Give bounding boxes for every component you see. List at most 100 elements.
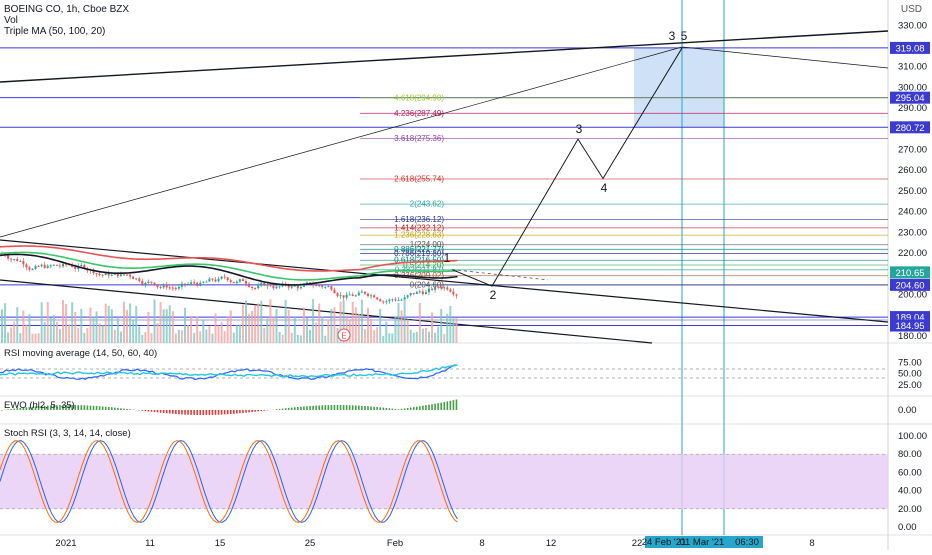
volume-bar — [272, 316, 274, 343]
symbol-title: BOEING CO, 1h, Cboe BZX — [4, 4, 129, 15]
candle-body — [254, 288, 256, 289]
ewo-bar — [294, 407, 296, 410]
ewo-bar — [376, 407, 378, 410]
volume-bar — [47, 302, 49, 343]
volume-bar — [144, 332, 146, 343]
candle-body — [172, 288, 174, 289]
volume-bar — [25, 324, 27, 343]
volume-bar — [71, 302, 73, 343]
volume-bar — [22, 310, 24, 343]
volume-bar — [4, 303, 6, 343]
candle-body — [364, 292, 366, 294]
time-label: 22 — [632, 538, 643, 549]
candle-body — [333, 290, 335, 294]
candle-body — [245, 281, 247, 284]
volume-bar — [184, 308, 186, 343]
candle-body — [239, 279, 241, 282]
ewo-pane-title: EWO (hl2, 5, 35) — [4, 400, 75, 411]
wave-label-4: 4 — [601, 181, 608, 195]
wave-label-1: 1 — [444, 251, 451, 265]
candle-body — [352, 294, 354, 296]
volume-bar — [367, 308, 369, 343]
volume-bar — [327, 320, 329, 343]
volume-bar — [370, 319, 372, 343]
ewo-bar — [297, 407, 299, 410]
ewo-bar — [328, 405, 330, 410]
ewo-bar — [163, 410, 165, 413]
ewo-bar — [440, 403, 442, 410]
candle-body — [346, 295, 348, 298]
candle-body — [413, 293, 415, 294]
volume-bar — [80, 309, 82, 343]
ewo-bar — [447, 401, 449, 410]
volume-bar — [245, 300, 247, 343]
candle-body — [196, 283, 198, 286]
price-tick: 180.00 — [898, 331, 927, 342]
candle-body — [257, 286, 259, 288]
volume-bar — [361, 300, 363, 343]
candle-body — [80, 265, 82, 266]
ewo-bar — [257, 410, 259, 411]
volume-bar — [419, 303, 421, 343]
volume-bar — [59, 329, 61, 343]
volume-bar — [321, 317, 323, 343]
ewo-bar — [96, 406, 98, 410]
ewo-bar — [230, 410, 232, 414]
rsi-pane-title: RSI moving average (14, 50, 60, 40) — [4, 348, 157, 359]
volume-bar — [452, 318, 454, 343]
ewo-bar — [245, 410, 247, 413]
volume-bar — [309, 330, 311, 343]
volume-bar — [282, 335, 284, 343]
ewo-bar — [248, 410, 250, 412]
candle-body — [102, 275, 104, 276]
wave-label-3: 3 — [576, 122, 583, 136]
ewo-bar — [221, 410, 223, 415]
ewo-bar — [318, 405, 320, 410]
volume-bar — [263, 328, 265, 343]
ewo-bar — [203, 410, 205, 415]
candle-body — [391, 299, 393, 300]
volume-bar — [150, 333, 152, 343]
candle-body — [398, 300, 400, 301]
ewo-bar — [90, 406, 92, 410]
candle-body — [141, 281, 143, 284]
ewo-bar — [77, 405, 79, 410]
ewo-bar — [453, 400, 455, 410]
ewo-bar — [157, 410, 159, 412]
volume-bar — [117, 318, 119, 343]
volume-bar — [160, 302, 162, 343]
ewo-bar — [358, 406, 360, 410]
candle-body — [199, 283, 201, 286]
candle-body — [269, 284, 271, 286]
candle-body — [373, 295, 375, 297]
candle-body — [300, 287, 302, 288]
volume-bar — [251, 311, 253, 343]
candle-body — [202, 282, 204, 283]
candle-body — [38, 266, 40, 267]
volume-bar — [257, 303, 259, 343]
candle-body — [266, 284, 268, 285]
volume-bar — [141, 335, 143, 343]
volume-label: Vol — [4, 15, 18, 26]
ewo-bar — [282, 409, 284, 410]
stoch-band — [0, 454, 888, 509]
candle-body — [291, 286, 293, 287]
ewo-bar — [169, 410, 171, 414]
candle-body — [388, 300, 390, 302]
candle-body — [150, 282, 152, 283]
volume-bar — [93, 316, 95, 343]
stoch-tick: 60.00 — [898, 467, 922, 478]
ewo-bar — [413, 407, 415, 410]
ewo-bar — [349, 405, 351, 410]
ewo-bar — [102, 406, 104, 410]
price-tick: 260.00 — [898, 165, 927, 176]
candle-body — [181, 284, 183, 287]
ewo-bar — [361, 406, 363, 410]
candle-body — [129, 275, 131, 277]
ewo-bar — [212, 410, 214, 415]
volume-bar — [132, 320, 134, 343]
candle-body — [276, 287, 278, 289]
price-badge-label: 204.60 — [895, 280, 924, 291]
